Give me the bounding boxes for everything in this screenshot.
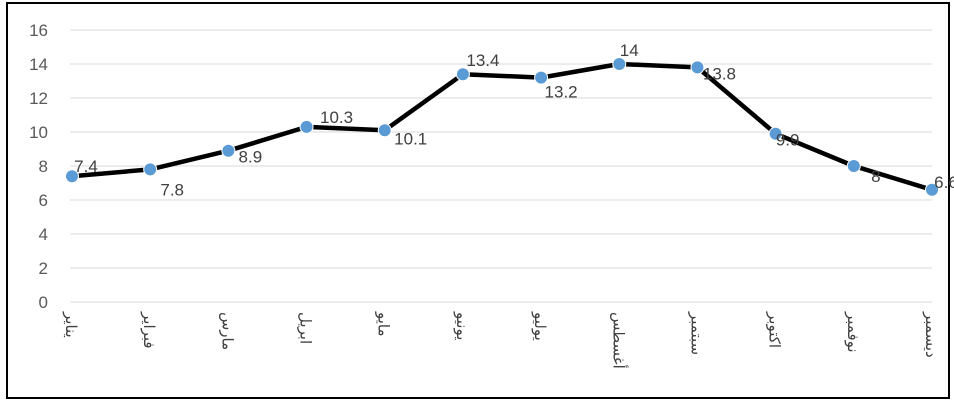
gridlines <box>70 29 932 303</box>
data-point <box>846 159 861 173</box>
data-label: 10.3 <box>320 108 353 127</box>
x-tick-label: مارس <box>218 312 236 350</box>
data-label: 13.2 <box>545 83 578 102</box>
data-point <box>65 169 79 184</box>
x-tick-label: اكتوبر <box>766 311 784 348</box>
data-label: 10.1 <box>394 129 427 148</box>
data-label: 8.9 <box>239 148 263 167</box>
x-tick-label: أغسطس <box>609 312 628 369</box>
x-tick-label: يناير <box>62 311 80 338</box>
y-tick-label: 8 <box>39 157 48 176</box>
y-tick-label: 2 <box>39 259 48 278</box>
data-point <box>612 57 627 71</box>
data-point <box>377 123 392 138</box>
series-line-path <box>69 61 935 193</box>
data-point <box>299 119 314 134</box>
x-axis-labels: يناير فبراير مارس ابريل مايو يونيو يوليو أغسطس س… <box>62 311 940 369</box>
series-line <box>69 61 935 193</box>
data-label: 13.8 <box>703 64 736 83</box>
data-labels: 7.4 7.8 8.9 10.3 10.1 13.4 13.2 14 13.8 9.9 8 6.6 <box>74 41 954 199</box>
y-tick-label: 4 <box>39 225 48 244</box>
data-label: 13.4 <box>466 51 499 70</box>
x-tick-label: ابريل <box>297 312 315 344</box>
series-markers <box>65 57 939 197</box>
x-tick-label: فبراير <box>140 311 158 349</box>
y-tick-label: 6 <box>39 191 48 210</box>
data-label: 7.4 <box>74 157 98 176</box>
y-tick-label: 16 <box>29 21 48 40</box>
data-point <box>455 67 470 82</box>
data-label: 9.9 <box>776 131 800 150</box>
y-tick-label: 0 <box>39 293 48 312</box>
data-label: 6.6 <box>934 173 954 192</box>
y-tick-label: 10 <box>29 123 48 142</box>
y-tick-label: 12 <box>29 89 48 108</box>
data-point <box>534 70 549 85</box>
x-tick-label: يوليو <box>531 311 549 341</box>
x-tick-label: يونيو <box>453 311 471 340</box>
data-point <box>690 60 705 75</box>
y-axis-ticks: 0 2 4 6 8 10 12 14 16 <box>29 21 48 312</box>
data-label: 7.8 <box>160 180 184 199</box>
data-point <box>925 182 939 197</box>
data-label: 8 <box>871 167 880 186</box>
x-tick-label: نوفمبر <box>844 311 862 353</box>
data-point <box>768 126 783 141</box>
data-label: 14 <box>620 41 639 60</box>
x-tick-label: ديسمبر <box>922 311 940 358</box>
data-point <box>221 143 236 158</box>
x-tick-label: سبتمبر <box>687 311 705 355</box>
x-tick-label: مايو <box>375 311 393 337</box>
y-tick-label: 14 <box>29 55 48 74</box>
data-point <box>143 162 158 177</box>
